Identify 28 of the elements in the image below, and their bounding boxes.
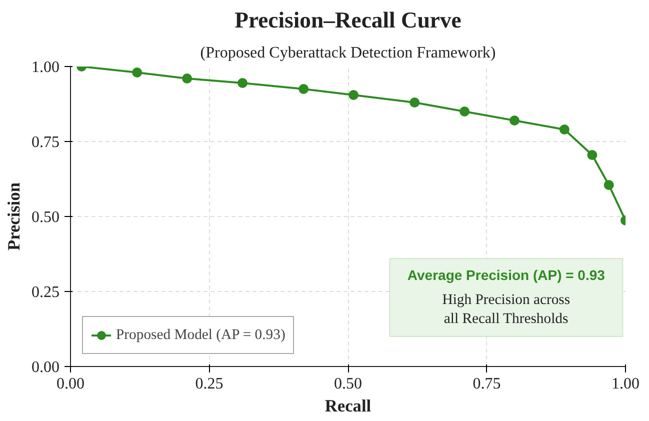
y-tick-label: 1.00 xyxy=(32,59,60,76)
point xyxy=(510,116,520,126)
point xyxy=(348,90,359,100)
x-tick-label: 0.00 xyxy=(56,376,84,392)
x-tick-label: 1.00 xyxy=(612,376,640,392)
y-tick-label: 0.75 xyxy=(32,134,60,151)
point xyxy=(460,106,470,116)
y-axis-title: Precision xyxy=(4,182,24,251)
y-tick-label: 0.00 xyxy=(32,359,60,376)
legend-label: Proposed Model (AP = 0.93) xyxy=(116,326,286,344)
point xyxy=(132,68,142,78)
point xyxy=(182,74,192,84)
point xyxy=(604,180,614,190)
x-tick-label: 0.25 xyxy=(195,376,224,392)
point xyxy=(559,124,570,134)
point xyxy=(410,98,420,108)
x-tick-label: 0.75 xyxy=(472,376,501,392)
x-axis-title: Recall xyxy=(324,396,372,416)
point xyxy=(238,78,248,88)
annotation: Average Precision (AP) = 0.93 xyxy=(407,267,606,283)
point xyxy=(587,150,598,160)
x-tick-label: 0.50 xyxy=(334,376,362,392)
y-tick-label: 0.25 xyxy=(32,284,60,301)
annotation: High Precision across all Recall Thresholds xyxy=(442,292,570,328)
y-tick-label: 0.50 xyxy=(32,209,60,226)
chart-subtitle: (Proposed Cyberattack Detection Framework) xyxy=(200,44,496,62)
chart-title: Precision–Recall Curve xyxy=(234,8,462,32)
point xyxy=(298,84,309,94)
